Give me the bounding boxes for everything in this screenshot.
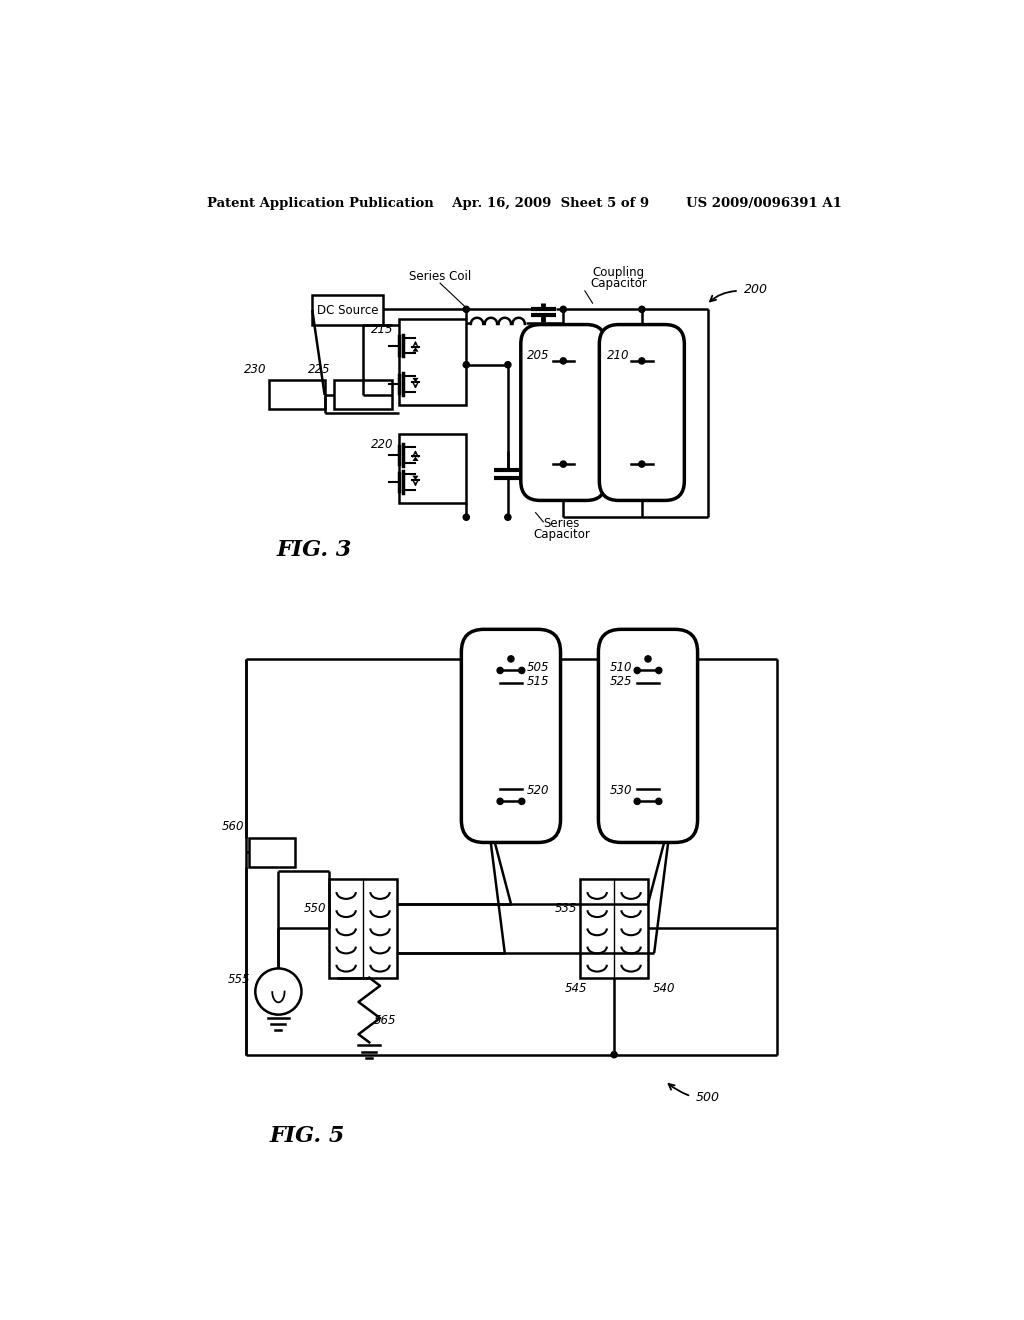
Bar: [398, 318, 466, 405]
Circle shape: [463, 513, 469, 520]
Text: 555: 555: [228, 973, 251, 986]
Text: 520: 520: [526, 784, 549, 797]
Polygon shape: [413, 457, 419, 461]
FancyBboxPatch shape: [598, 630, 697, 842]
Text: 530: 530: [610, 784, 633, 797]
Text: Capacitor: Capacitor: [534, 528, 590, 541]
Text: 220: 220: [372, 438, 394, 451]
Circle shape: [639, 306, 645, 313]
Text: 205: 205: [527, 348, 550, 362]
Text: Patent Application Publication    Apr. 16, 2009  Sheet 5 of 9        US 2009/009: Patent Application Publication Apr. 16, …: [208, 197, 842, 210]
Circle shape: [645, 656, 651, 663]
FancyBboxPatch shape: [521, 325, 606, 500]
Text: DC Source: DC Source: [317, 304, 379, 317]
Circle shape: [611, 1052, 617, 1057]
Circle shape: [655, 668, 662, 673]
Polygon shape: [413, 347, 419, 351]
Text: 505: 505: [526, 661, 549, 675]
Circle shape: [518, 799, 525, 804]
Bar: [312, 296, 383, 325]
Bar: [330, 879, 397, 978]
Text: FIG. 5: FIG. 5: [269, 1125, 344, 1147]
Bar: [398, 434, 466, 503]
Text: Series: Series: [544, 517, 580, 529]
Text: 550: 550: [304, 902, 326, 915]
Text: 500: 500: [695, 1092, 720, 1105]
Circle shape: [518, 668, 525, 673]
Circle shape: [463, 362, 469, 368]
Text: FIG. 3: FIG. 3: [276, 539, 352, 561]
Text: 560: 560: [222, 820, 245, 833]
Bar: [269, 380, 325, 409]
Text: Capacitor: Capacitor: [590, 277, 647, 289]
Text: 215: 215: [372, 323, 394, 335]
Text: 565: 565: [374, 1014, 396, 1027]
Circle shape: [634, 799, 640, 804]
Circle shape: [497, 668, 503, 673]
Circle shape: [508, 656, 514, 663]
Text: 515: 515: [526, 675, 549, 688]
Text: 230: 230: [244, 363, 266, 376]
Polygon shape: [413, 475, 419, 480]
Text: 225: 225: [308, 363, 331, 376]
Circle shape: [639, 358, 645, 364]
Circle shape: [560, 306, 566, 313]
Text: 200: 200: [743, 282, 767, 296]
Text: 525: 525: [610, 675, 633, 688]
Text: Series Coil: Series Coil: [409, 271, 471, 284]
Text: 545: 545: [565, 982, 588, 995]
Circle shape: [497, 799, 503, 804]
Text: 210: 210: [607, 348, 630, 362]
Polygon shape: [413, 378, 419, 383]
Circle shape: [634, 668, 640, 673]
Bar: [249, 837, 295, 867]
Circle shape: [655, 799, 662, 804]
Text: 540: 540: [652, 982, 675, 995]
FancyBboxPatch shape: [599, 325, 684, 500]
Circle shape: [560, 461, 566, 467]
Circle shape: [463, 306, 469, 313]
FancyBboxPatch shape: [462, 630, 560, 842]
Circle shape: [505, 362, 511, 368]
Circle shape: [639, 461, 645, 467]
Bar: [334, 380, 392, 409]
Text: Coupling: Coupling: [593, 265, 645, 279]
Bar: [581, 879, 648, 978]
Circle shape: [505, 513, 511, 520]
Circle shape: [560, 358, 566, 364]
Text: 510: 510: [610, 661, 633, 675]
Text: 535: 535: [555, 902, 578, 915]
